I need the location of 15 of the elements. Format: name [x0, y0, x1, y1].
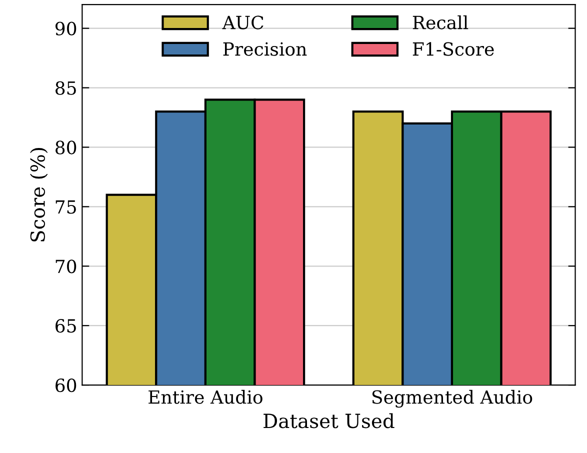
legend-label: Recall	[412, 15, 468, 30]
y-tick-label: 60	[56, 378, 76, 392]
y-axis-title: Score (%)	[30, 148, 48, 242]
legend-label: Precision	[223, 42, 307, 56]
x-axis-title: Dataset Used	[264, 413, 394, 428]
x-tick-label: Entire Audio	[148, 390, 262, 404]
y-tick-label: 70	[56, 260, 76, 274]
x-tick-label: Segmented Audio	[372, 390, 532, 408]
y-tick-label: 80	[56, 140, 76, 154]
legend-label: F1-Score	[412, 42, 494, 56]
y-tick-label: 75	[56, 200, 76, 214]
y-tick-label: 90	[55, 22, 76, 36]
y-tick-label: 65	[56, 319, 76, 333]
y-tick-label: 85	[56, 81, 76, 95]
legend-label: AUC	[222, 16, 264, 30]
